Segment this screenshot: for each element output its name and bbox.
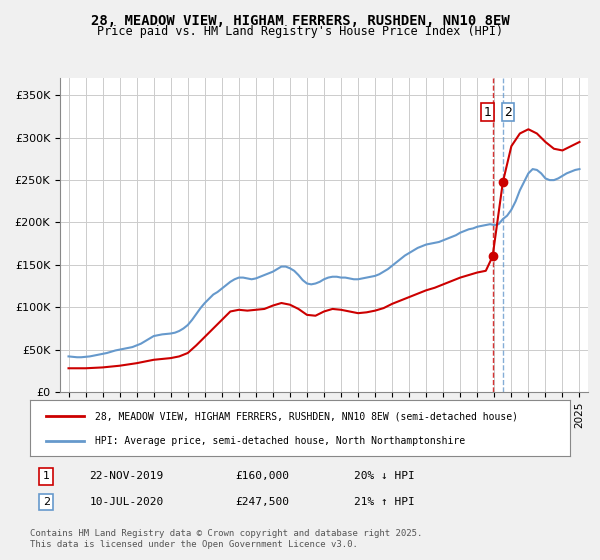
- Text: HPI: Average price, semi-detached house, North Northamptonshire: HPI: Average price, semi-detached house,…: [95, 436, 465, 446]
- Text: Price paid vs. HM Land Registry's House Price Index (HPI): Price paid vs. HM Land Registry's House …: [97, 25, 503, 38]
- Text: 2: 2: [43, 497, 50, 507]
- Text: 10-JUL-2020: 10-JUL-2020: [89, 497, 164, 507]
- Text: 28, MEADOW VIEW, HIGHAM FERRERS, RUSHDEN, NN10 8EW (semi-detached house): 28, MEADOW VIEW, HIGHAM FERRERS, RUSHDEN…: [95, 411, 518, 421]
- Text: 21% ↑ HPI: 21% ↑ HPI: [354, 497, 415, 507]
- Text: 1: 1: [43, 471, 50, 481]
- Text: 20% ↓ HPI: 20% ↓ HPI: [354, 471, 415, 481]
- Text: £247,500: £247,500: [235, 497, 289, 507]
- Text: £160,000: £160,000: [235, 471, 289, 481]
- Text: 2: 2: [504, 106, 512, 119]
- Text: 1: 1: [484, 106, 491, 119]
- Text: 22-NOV-2019: 22-NOV-2019: [89, 471, 164, 481]
- Text: Contains HM Land Registry data © Crown copyright and database right 2025.
This d: Contains HM Land Registry data © Crown c…: [30, 529, 422, 549]
- Text: 28, MEADOW VIEW, HIGHAM FERRERS, RUSHDEN, NN10 8EW: 28, MEADOW VIEW, HIGHAM FERRERS, RUSHDEN…: [91, 14, 509, 28]
